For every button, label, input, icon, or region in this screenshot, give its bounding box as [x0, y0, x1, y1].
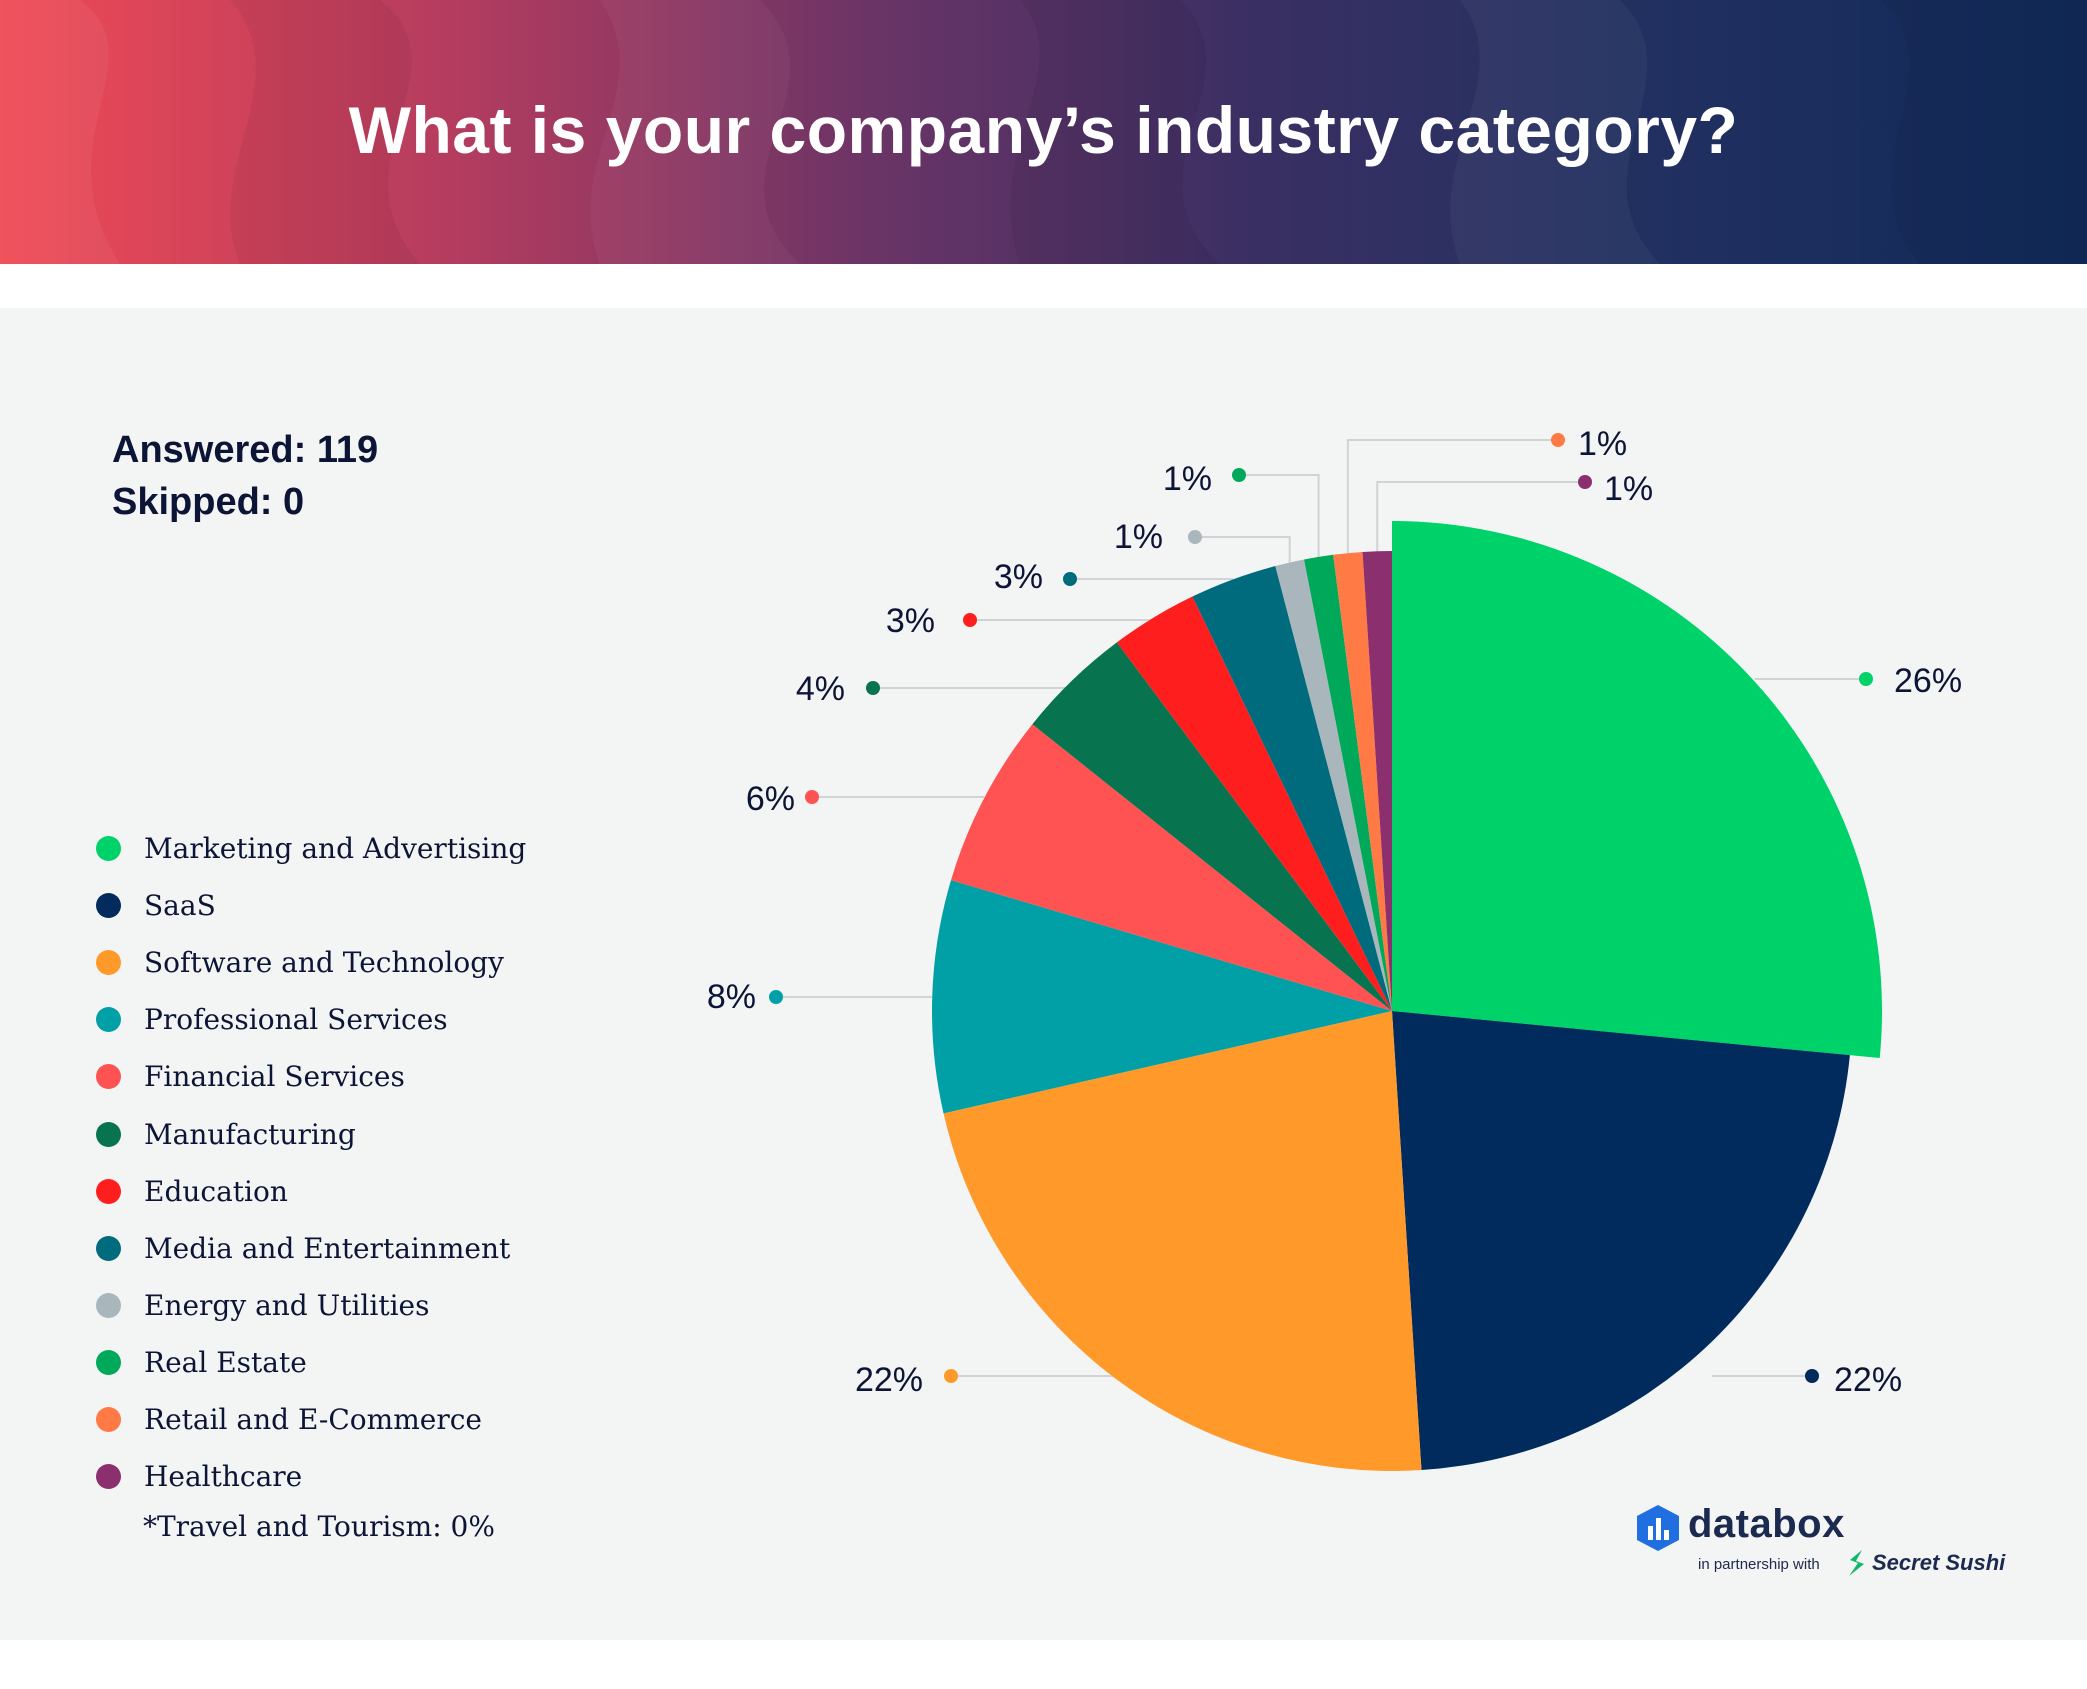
partner-wordmark: Secret Sushi [1872, 1550, 2006, 1575]
label-marker [944, 1369, 958, 1383]
legend-swatch [96, 1178, 121, 1204]
data-label: 1% [1114, 518, 1163, 556]
pie-slice [1116, 596, 1392, 1011]
legend-item: Education [96, 1163, 526, 1220]
label-marker [1551, 433, 1565, 447]
label-marker [1859, 672, 1873, 686]
legend-label: Real Estate [144, 1345, 307, 1379]
legend-label: Marketing and Advertising [144, 832, 527, 866]
legend-label: SaaS [144, 889, 216, 923]
legend-item: Media and Entertainment [96, 1220, 526, 1277]
legend-label: Financial Services [144, 1060, 405, 1094]
skipped-count: Skipped: 0 [112, 481, 305, 523]
data-label: 22% [855, 1361, 923, 1399]
answered-count: Answered: 119 [112, 429, 379, 471]
pie-slice [1275, 559, 1392, 1011]
pie-slice [1362, 551, 1392, 1011]
legend-label: Media and Entertainment [144, 1231, 511, 1265]
legend-item: Energy and Utilities [96, 1277, 526, 1334]
header-banner: What is your company’s industry category… [0, 0, 2087, 264]
label-marker [1188, 530, 1202, 544]
legend-item: Software and Technology [96, 934, 526, 991]
leader-line [1195, 536, 1291, 563]
pie-slice [951, 724, 1392, 1011]
label-marker [1232, 468, 1246, 482]
legend-swatch [96, 1121, 121, 1147]
data-label: 22% [1834, 1361, 1902, 1399]
chart-legend: Marketing and Advertising SaaS Software an… [96, 820, 526, 1505]
legend-swatch [96, 1349, 121, 1375]
legend-label: Software and Technology [144, 946, 504, 980]
data-label: 3% [886, 602, 935, 640]
legend-label: Manufacturing [144, 1117, 356, 1151]
leader-line [1346, 439, 1558, 554]
label-marker [1578, 475, 1592, 489]
pie-slice [943, 1011, 1422, 1471]
pie-slice [1032, 642, 1392, 1011]
legend-label: Retail and E-Commerce [144, 1402, 482, 1436]
data-label: 3% [994, 558, 1043, 596]
leader-line [1239, 474, 1320, 557]
databox-wordmark: databox [1688, 1502, 1845, 1546]
leader-line [1376, 481, 1585, 552]
legend-item: SaaS [96, 877, 526, 934]
label-marker [805, 790, 819, 804]
pie-slice [1333, 551, 1392, 1011]
legend-swatch [96, 893, 121, 919]
label-marker [769, 990, 783, 1004]
pie-slice [1304, 554, 1392, 1011]
response-stats: Answered: 119 Skipped: 0 [112, 424, 378, 528]
legend-swatch [96, 1235, 121, 1261]
legend-item: Real Estate [96, 1334, 526, 1391]
legend-swatch [96, 950, 121, 976]
label-marker [1805, 1369, 1819, 1383]
legend-item: Manufacturing [96, 1105, 526, 1162]
legend-item: Marketing and Advertising [96, 820, 526, 877]
data-label: 1% [1578, 425, 1627, 463]
pie-slice [1392, 521, 1882, 1059]
legend-label: Energy and Utilities [144, 1288, 430, 1322]
branding-logo: databox in partnership with Secret Sushi [1632, 1500, 2012, 1580]
label-marker [866, 681, 880, 695]
label-marker [963, 613, 977, 627]
banner-decoration [0, 0, 2087, 264]
secret-sushi-logo-icon [1849, 1550, 1864, 1576]
legend-swatch [96, 836, 121, 862]
pie-slice [931, 880, 1392, 1114]
legend-swatch [96, 1406, 121, 1432]
legend-swatch [96, 1064, 121, 1090]
partnership-text: in partnership with [1698, 1556, 1820, 1573]
legend-label: Healthcare [144, 1460, 303, 1494]
legend-item: Retail and E-Commerce [96, 1391, 526, 1448]
data-label: 4% [796, 670, 845, 708]
legend-footnote: *Travel and Tourism: 0% [143, 1510, 495, 1543]
data-label: 8% [707, 978, 756, 1016]
pie-slice [1192, 566, 1392, 1011]
pie-slice [1392, 1011, 1850, 1471]
data-label: 1% [1163, 460, 1212, 498]
legend-label: Professional Services [144, 1003, 448, 1037]
databox-logo-icon [1637, 1505, 1679, 1551]
legend-item: Healthcare [96, 1448, 526, 1505]
legend-item: Financial Services [96, 1048, 526, 1105]
legend-swatch [96, 1292, 121, 1318]
legend-swatch [96, 1464, 121, 1490]
label-marker [1063, 572, 1077, 586]
legend-swatch [96, 1007, 121, 1033]
data-label: 1% [1604, 470, 1653, 508]
data-label: 26% [1894, 662, 1962, 700]
page-title: What is your company’s industry category… [348, 93, 1739, 167]
data-label: 6% [746, 780, 795, 818]
legend-label: Education [144, 1174, 288, 1208]
legend-item: Professional Services [96, 991, 526, 1048]
